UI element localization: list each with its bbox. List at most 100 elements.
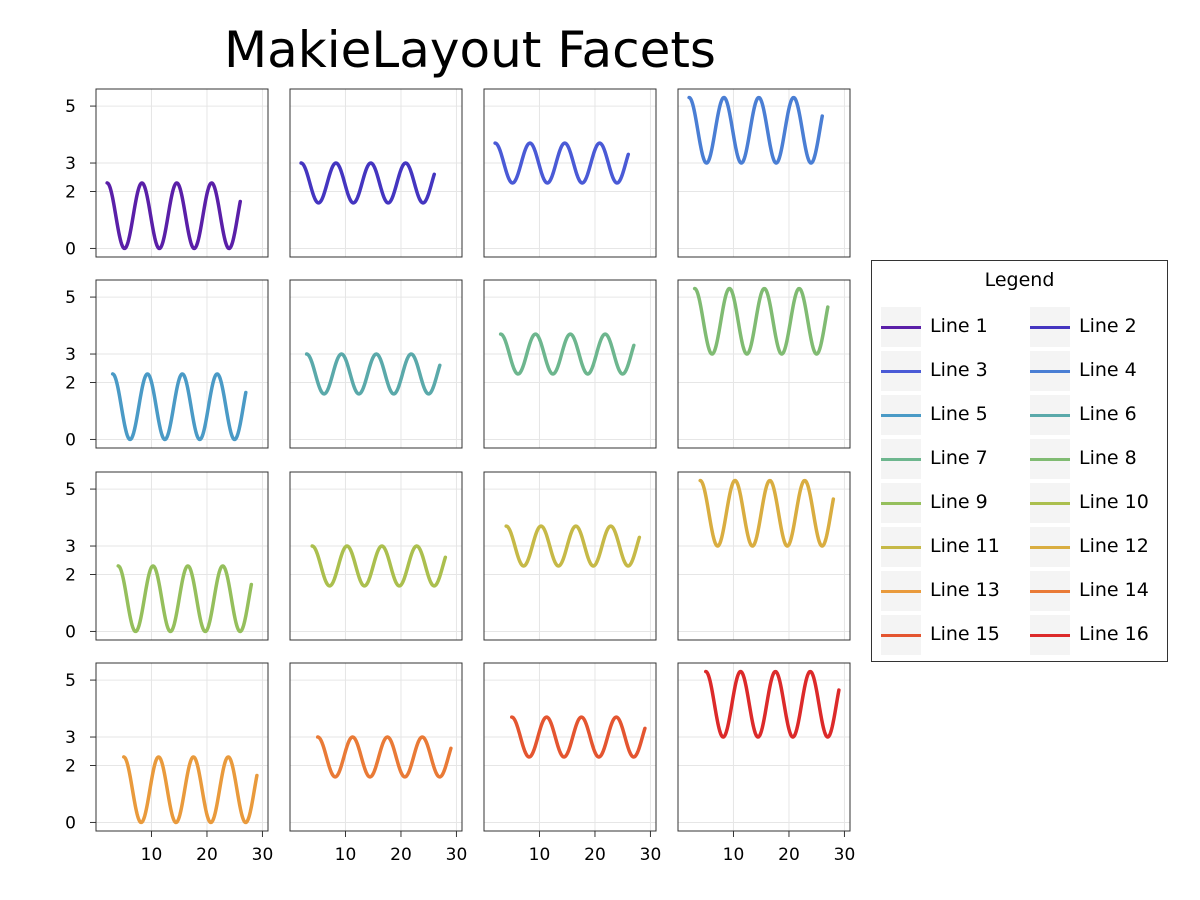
series-line — [698, 478, 836, 548]
legend-line-swatch — [1030, 370, 1070, 373]
legend: Legend Line 1 Line 2 Line 3 Line 4 Line 5 Lin… — [871, 260, 1168, 662]
legend-line-swatch — [881, 414, 921, 417]
series-line — [304, 352, 442, 396]
y-tick-label: 5 — [65, 97, 76, 117]
x-tick-label: 20 — [390, 845, 412, 865]
series-line — [116, 564, 254, 634]
facet-panel — [677, 471, 851, 641]
legend-line-swatch — [1030, 546, 1070, 549]
facet-panel — [289, 88, 463, 258]
y-tick-label: 0 — [65, 622, 76, 642]
panel-frame — [483, 279, 657, 449]
y-tick-label: 2 — [65, 757, 76, 777]
legend-label: Line 13 — [930, 579, 1000, 601]
panel-background — [484, 472, 656, 640]
legend-label: Line 9 — [930, 491, 988, 513]
panel-frame — [483, 88, 657, 258]
y-tick-label: 2 — [65, 183, 76, 203]
legend-title: Legend — [984, 269, 1055, 291]
y-tick-label: 0 — [65, 430, 76, 450]
y-tick-label: 2 — [65, 374, 76, 394]
y-tick-label: 5 — [65, 288, 76, 308]
x-tick-label: 20 — [584, 845, 606, 865]
series-line — [310, 544, 448, 588]
panel-frame — [95, 471, 269, 641]
y-tick-label: 2 — [65, 566, 76, 586]
series-line — [315, 735, 453, 779]
legend-label: Line 2 — [1079, 315, 1137, 337]
x-tick-label: 10 — [529, 845, 551, 865]
panel-frame — [677, 88, 851, 258]
legend-line-swatch — [1030, 414, 1070, 417]
panel-frame — [95, 88, 269, 258]
legend-label: Line 12 — [1079, 535, 1149, 557]
x-tick-label: 30 — [640, 845, 662, 865]
y-tick-label: 3 — [65, 728, 76, 748]
series-line — [299, 161, 437, 205]
panel-background — [484, 89, 656, 257]
facet-panel: 0 2 3 5 — [65, 279, 269, 450]
legend-line-swatch — [1030, 634, 1070, 637]
y-tick-label: 5 — [65, 480, 76, 500]
series-line — [110, 372, 248, 442]
legend-label: Line 3 — [930, 359, 988, 381]
facet-panel: 0 2 3 5 — [65, 88, 269, 259]
legend-line-swatch — [881, 458, 921, 461]
legend-label: Line 16 — [1079, 623, 1149, 645]
facet-panel — [289, 471, 463, 641]
facet-panel: 0 2 3 5 — [65, 471, 269, 642]
x-tick-label: 30 — [252, 845, 274, 865]
legend-label: Line 8 — [1079, 447, 1137, 469]
legend-label: Line 11 — [930, 535, 1000, 557]
y-tick-label: 3 — [65, 537, 76, 557]
facet-panel — [289, 279, 463, 449]
facet-panel — [677, 279, 851, 449]
series-line — [498, 332, 636, 376]
legend-label: Line 6 — [1079, 403, 1137, 425]
legend-line-swatch — [1030, 458, 1070, 461]
x-tick-label: 20 — [778, 845, 800, 865]
y-tick-label: 0 — [65, 239, 76, 259]
facet-panel: 10 20 30 — [289, 662, 467, 865]
legend-label: Line 14 — [1079, 579, 1149, 601]
series-line — [105, 181, 243, 251]
x-tick-label: 10 — [723, 845, 745, 865]
y-tick-label: 0 — [65, 813, 76, 833]
legend-line-swatch — [881, 590, 921, 593]
legend-label: Line 1 — [930, 315, 988, 337]
series-line — [509, 715, 647, 759]
facet-panel — [483, 88, 657, 258]
legend-line-swatch — [881, 546, 921, 549]
x-tick-label: 20 — [196, 845, 218, 865]
facet-panel: 0 2 3 5 10 20 30 — [65, 662, 274, 865]
legend-line-swatch — [881, 502, 921, 505]
legend-label: Line 7 — [930, 447, 988, 469]
legend-line-swatch — [1030, 326, 1070, 329]
y-tick-label: 3 — [65, 154, 76, 174]
panel-frame — [289, 88, 463, 258]
legend-line-swatch — [881, 326, 921, 329]
panel-frame — [483, 662, 657, 832]
panel-frame — [95, 662, 269, 832]
series-line — [493, 141, 631, 185]
panel-background — [96, 472, 268, 640]
panel-background — [290, 663, 462, 831]
panel-frame — [289, 279, 463, 449]
facet-panel: 10 20 30 — [677, 662, 855, 865]
panel-frame — [677, 471, 851, 641]
panel-frame — [677, 279, 851, 449]
legend-label: Line 5 — [930, 403, 988, 425]
legend-line-swatch — [881, 370, 921, 373]
legend-line-swatch — [1030, 590, 1070, 593]
facet-panel — [483, 471, 657, 641]
panel-frame — [289, 662, 463, 832]
legend-label: Line 10 — [1079, 491, 1149, 513]
series-line — [692, 286, 830, 356]
panel-frame — [289, 471, 463, 641]
series-line — [703, 669, 841, 739]
panel-background — [678, 663, 850, 831]
x-tick-label: 10 — [141, 845, 163, 865]
facet-panel: 10 20 30 — [483, 662, 662, 865]
